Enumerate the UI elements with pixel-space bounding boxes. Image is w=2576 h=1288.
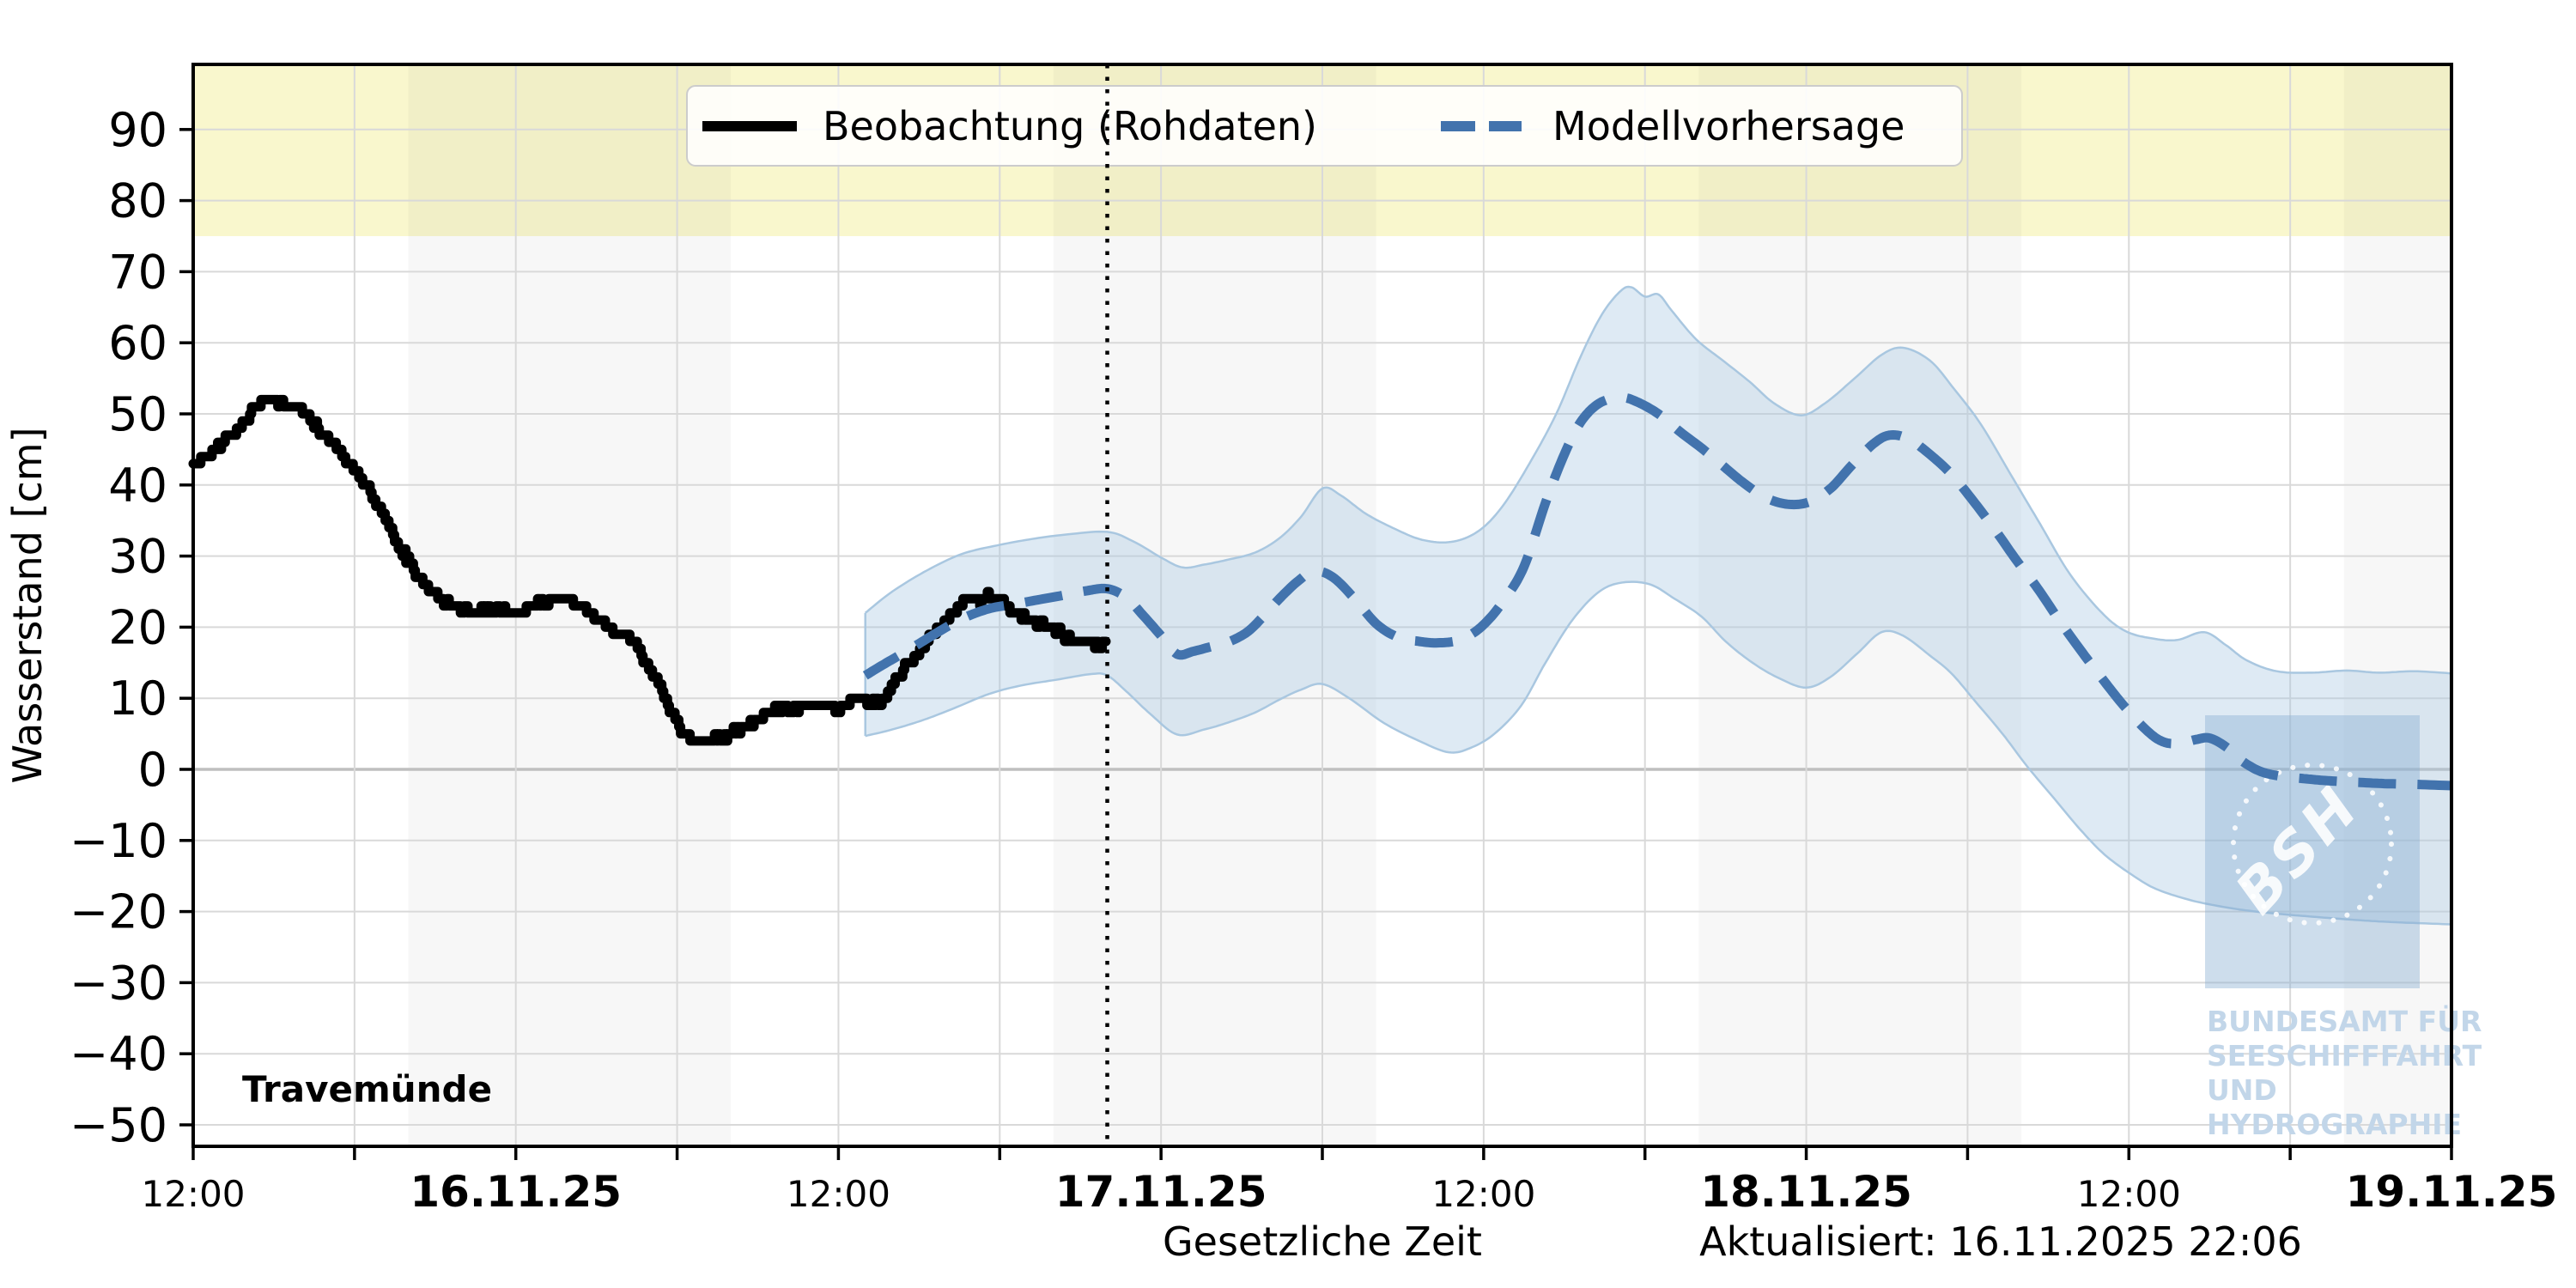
band-upper-edge <box>864 285 2452 675</box>
y-tick-label: −20 <box>70 885 167 939</box>
bsh-logo-caption: BUNDESAMT FÜRSEESCHIFFFAHRTUNDHYDROGRAPH… <box>2207 1004 2482 1141</box>
bsh-logo-caption-line: HYDROGRAPHIE <box>2207 1108 2462 1141</box>
y-tick-label: 0 <box>138 743 167 797</box>
bsh-logo-caption-line: UND <box>2207 1073 2277 1107</box>
x-tick-time-label: 12:00 <box>141 1173 245 1215</box>
x-tick-date-label: 17.11.25 <box>1055 1167 1267 1217</box>
y-tick-label: 70 <box>108 245 167 299</box>
legend-label-observation: Beobachtung (Rohdaten) <box>823 103 1317 149</box>
x-tick-date-label: 18.11.25 <box>1700 1167 1912 1217</box>
legend-box <box>686 85 1963 167</box>
y-tick-label: 20 <box>108 600 167 654</box>
y-tick-label: 40 <box>108 459 167 513</box>
station-name: Travemünde <box>242 1068 492 1110</box>
y-axis-title: Wasserstand [cm] <box>4 427 51 783</box>
band-lower-edge <box>865 580 2452 926</box>
y-tick-label: 50 <box>108 387 167 441</box>
y-tick-label: −10 <box>70 814 167 868</box>
grid-layer <box>193 64 2451 1146</box>
x-tick-date-label: 19.11.25 <box>2346 1167 2558 1217</box>
updated-timestamp: Aktualisiert: 16.11.2025 22:06 <box>1699 1218 2302 1265</box>
x-tick-time-label: 12:00 <box>787 1173 890 1215</box>
bsh-logo-dotted-circle <box>2231 762 2394 926</box>
x-axis-title: Gesetzliche Zeit <box>1163 1218 1482 1265</box>
axes-layer: 90 80 70 60 50 40 30 20 10 0 −10 −20 −30 −40 −50 12:00 1… <box>70 63 2558 1217</box>
series-layer <box>188 392 2454 791</box>
annotation-layer: Wasserstand [cm] Gesetzliche Zeit Aktual… <box>4 427 2302 1265</box>
bsh-logo-square <box>2205 715 2420 988</box>
bsh-logo-caption-line: SEESCHIFFFAHRT <box>2207 1039 2482 1072</box>
y-tick-label: 10 <box>108 671 167 726</box>
y-tick-label: 30 <box>108 530 167 584</box>
y-tick-label: −30 <box>70 956 167 1010</box>
legend: Beobachtung (Rohdaten) Modellvorhersage <box>686 85 1963 167</box>
night-shading-band <box>2343 64 2451 1146</box>
x-tick-date-label: 16.11.25 <box>410 1167 622 1217</box>
observation-line <box>188 394 1111 746</box>
x-tick-time-label: 12:00 <box>1431 1173 1535 1215</box>
bsh-logo-caption-line: BUNDESAMT FÜR <box>2207 1004 2482 1038</box>
forecast-uncertainty-band <box>865 287 2452 925</box>
x-tick-time-label: 12:00 <box>2077 1173 2181 1215</box>
y-tick-label: 80 <box>108 174 167 228</box>
forecast-dashed-line <box>861 392 2454 791</box>
bsh-logo-watermark: BSH BUNDESAMT FÜRSEESCHIFFFAHRTUNDHYDROG… <box>2205 715 2482 1141</box>
y-tick-label: 60 <box>108 316 167 370</box>
legend-label-forecast: Modellvorhersage <box>1552 103 1905 149</box>
y-tick-label: −40 <box>70 1027 167 1081</box>
y-tick-label: −50 <box>70 1098 167 1152</box>
y-tick-label: 90 <box>108 103 167 157</box>
